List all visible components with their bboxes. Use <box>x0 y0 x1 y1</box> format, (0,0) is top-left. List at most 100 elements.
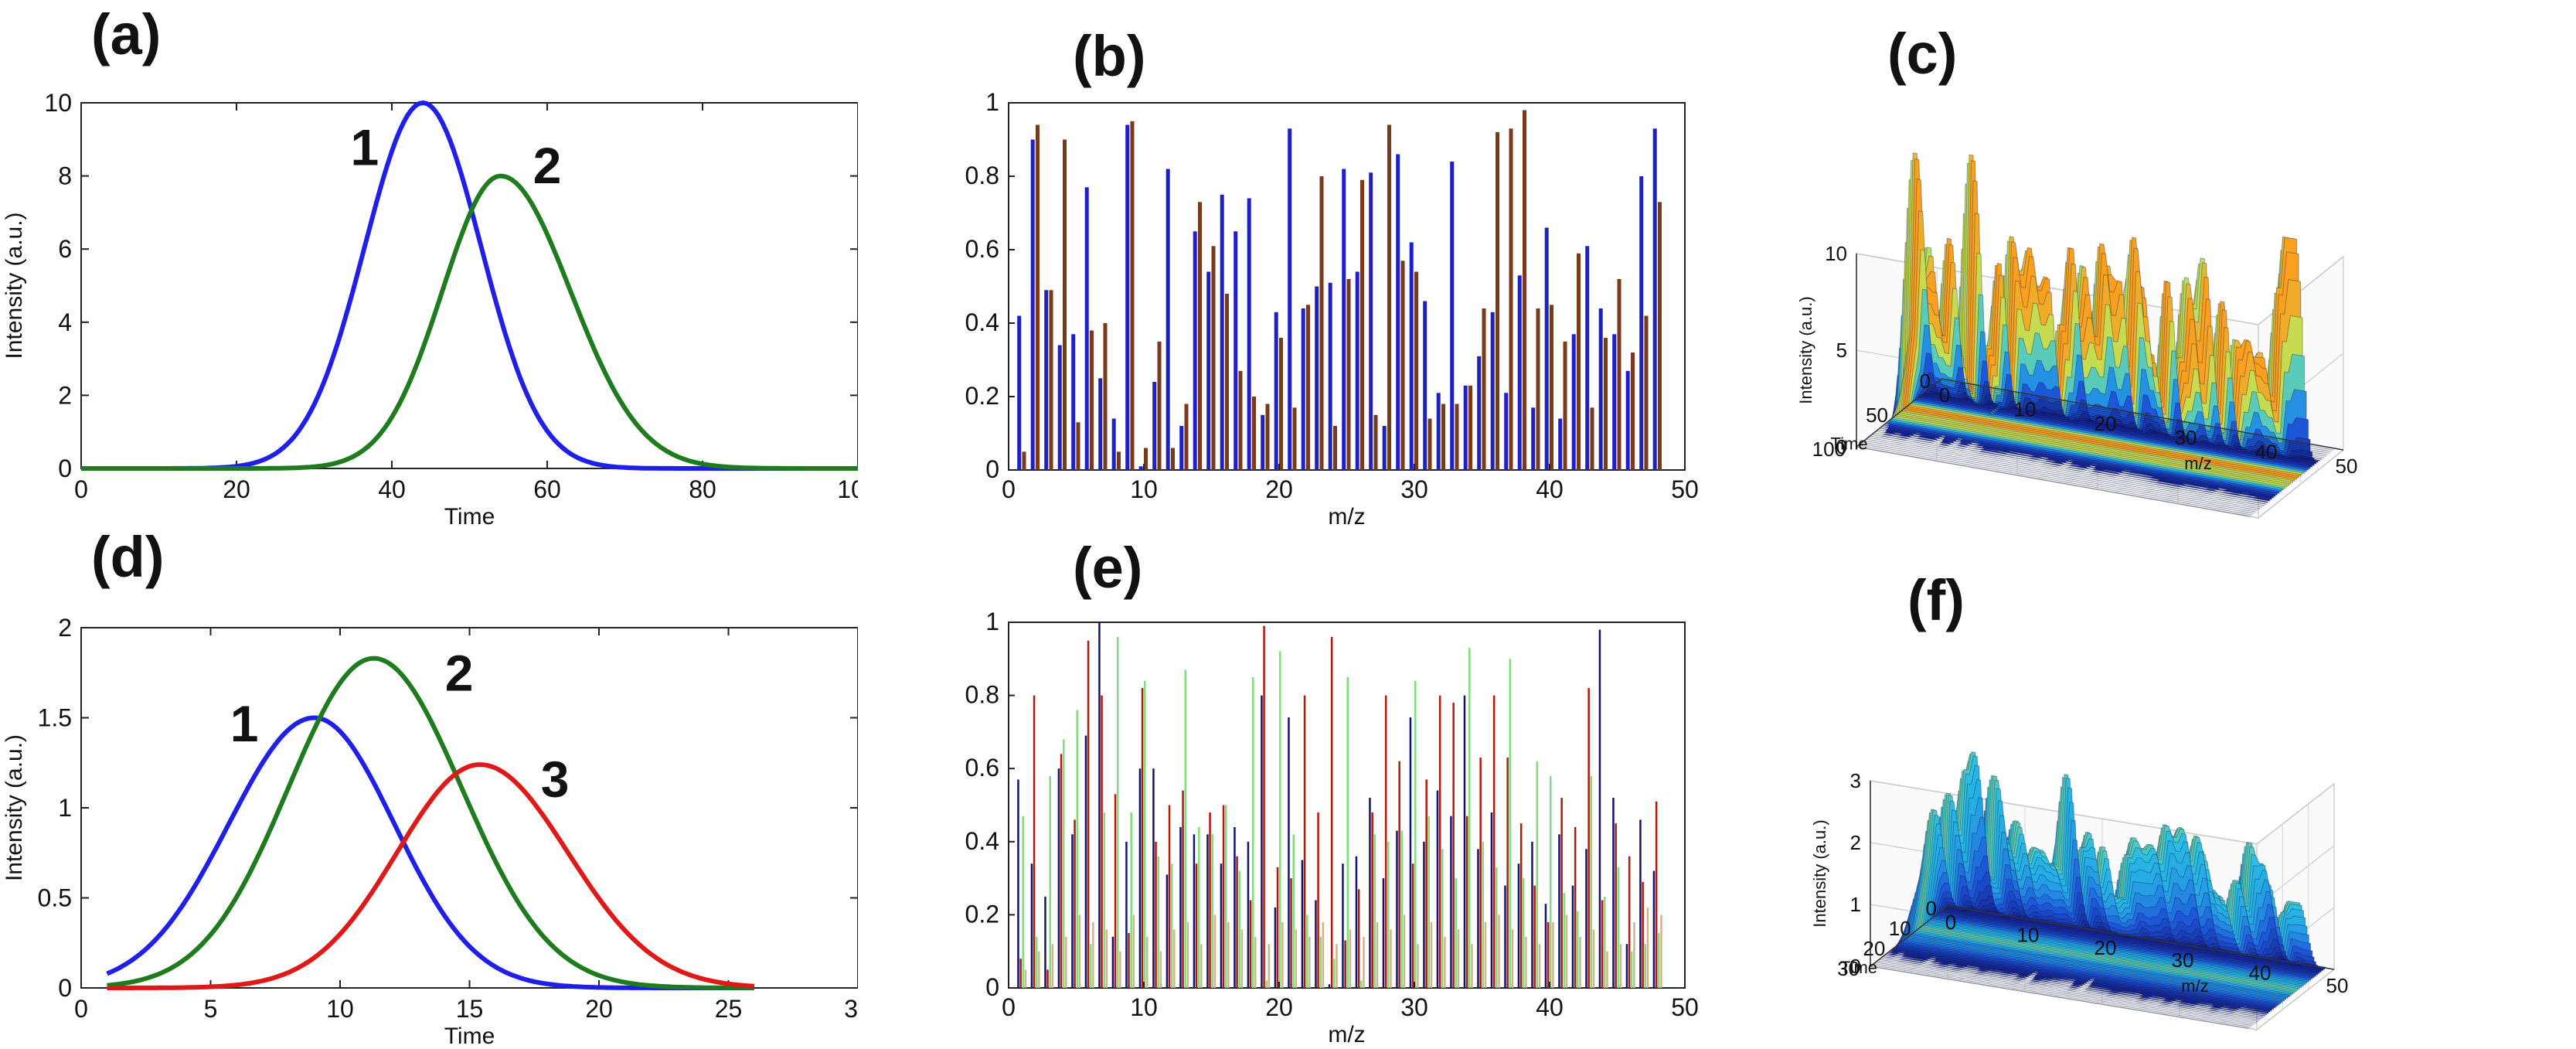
y-tick-label: 0.6 <box>965 235 999 263</box>
bar <box>1585 246 1590 471</box>
bar <box>1236 856 1238 988</box>
surface-slice <box>1870 435 2265 506</box>
bar <box>1652 128 1657 471</box>
x-tick-label: 0 <box>74 995 88 1023</box>
bar <box>1441 404 1445 470</box>
surface-slice <box>1925 390 2321 461</box>
bar <box>1209 812 1211 988</box>
bar <box>1400 261 1405 471</box>
bar <box>1369 172 1373 471</box>
bar <box>1585 849 1587 988</box>
y-tick-label: 0.6 <box>965 754 999 782</box>
bar <box>1063 739 1065 988</box>
chart-f: (f)0102030405001020300123m/zTimeIntensit… <box>1810 568 2349 1031</box>
bar <box>1030 139 1035 470</box>
series-line-2 <box>81 173 858 471</box>
x-tick-label: 10 <box>1130 475 1158 503</box>
surface-slice <box>1924 392 2319 463</box>
y-tick-label: 100 <box>1812 438 1846 461</box>
surface-slice <box>1875 962 2254 1025</box>
peak-annotation-1: 1 <box>230 695 259 752</box>
y-tick-label: 1 <box>985 88 999 116</box>
x-tick-label: 50 <box>2326 974 2349 997</box>
y-tick-label: 0.2 <box>965 382 999 410</box>
bar <box>1292 834 1295 988</box>
bar <box>1484 921 1487 988</box>
bar <box>1517 863 1520 988</box>
bar <box>1060 754 1063 988</box>
bar <box>1536 308 1540 470</box>
surface <box>1870 751 2327 1029</box>
bar <box>1179 826 1182 988</box>
bar <box>1601 900 1604 988</box>
bar <box>1428 418 1432 470</box>
bar <box>1360 179 1364 471</box>
bar <box>1625 370 1630 471</box>
bar <box>1322 921 1325 988</box>
bar <box>1319 176 1324 470</box>
bar <box>1171 448 1175 470</box>
x-axis-label: m/z <box>2181 976 2208 996</box>
bar <box>1101 695 1103 988</box>
bar <box>1477 356 1482 471</box>
y-tick-label: 0 <box>58 974 72 1002</box>
y-tick-label: 20 <box>1863 937 1885 960</box>
bar <box>1328 282 1332 471</box>
peak-annotation-2: 2 <box>533 137 562 194</box>
bar <box>1468 385 1472 471</box>
bar <box>1349 929 1352 988</box>
surface-slice <box>1882 956 2262 1020</box>
y-axis-label: Time <box>1840 958 1877 977</box>
bar <box>1247 841 1250 988</box>
bar <box>1130 121 1135 471</box>
bar <box>1346 279 1351 470</box>
bar <box>1423 841 1425 988</box>
y-tick-label: 1.5 <box>38 704 72 732</box>
x-axis-label: Time <box>444 504 495 526</box>
bar <box>1336 944 1338 988</box>
bar <box>1387 124 1391 470</box>
surface-slice <box>1928 389 2322 460</box>
bar <box>1022 451 1026 471</box>
bar <box>1132 914 1135 988</box>
bar <box>1125 124 1130 470</box>
bar <box>1090 944 1092 988</box>
bar <box>1211 834 1213 988</box>
bar <box>1655 801 1658 988</box>
bar <box>1617 279 1621 470</box>
bar <box>1444 936 1446 988</box>
bar <box>1544 904 1547 988</box>
x-tick-label: 20 <box>2094 412 2117 435</box>
x-tick-label: 20 <box>2094 936 2117 959</box>
bar <box>1371 812 1373 988</box>
bar <box>1550 775 1552 988</box>
bar <box>1592 929 1595 988</box>
bar <box>1633 921 1635 988</box>
bar <box>1225 805 1227 988</box>
bar <box>1482 308 1486 470</box>
chart-e: (e) 0 10 20 30 40 50 0 0.2 0.4 0.6 0.8 1 m/z <box>965 536 1699 1047</box>
chart-c: (c)010203040500501000510m/zTimeIntensity… <box>1796 22 2357 519</box>
x-tick-label: 10 <box>2014 397 2037 421</box>
bar <box>1084 735 1087 988</box>
bar <box>1057 345 1062 470</box>
x-tick-label: 40 <box>2255 441 2278 464</box>
series-line-1 <box>106 715 754 990</box>
bar <box>1506 758 1509 988</box>
bar <box>1019 959 1022 988</box>
bar <box>1098 622 1101 988</box>
bar <box>1206 271 1211 470</box>
bar <box>1504 885 1506 988</box>
bar <box>1173 929 1176 988</box>
surface-slice <box>1873 963 2253 1027</box>
bar <box>1450 162 1455 470</box>
bar <box>1087 640 1090 988</box>
bar <box>1301 860 1304 988</box>
bar <box>1436 393 1441 471</box>
bar <box>1387 841 1390 988</box>
y-tick-label: 50 <box>1866 404 1888 427</box>
y-tick-label: 0.2 <box>965 900 999 928</box>
bar <box>1252 397 1256 470</box>
bar <box>1090 330 1094 470</box>
bar <box>1511 929 1514 988</box>
